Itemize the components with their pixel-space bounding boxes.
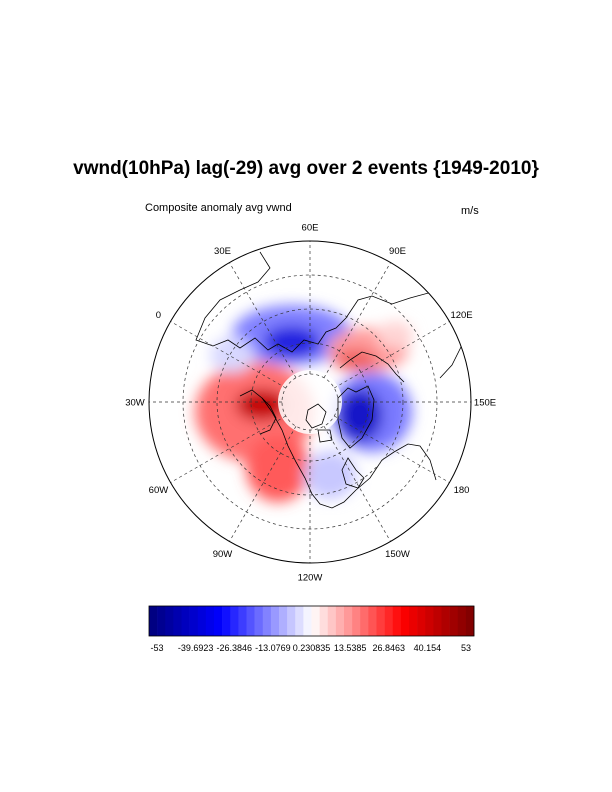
anomaly-blob-positive-bering-core — [236, 389, 288, 421]
colorbar-box — [344, 606, 353, 636]
colorbar-box — [197, 606, 207, 636]
longitude-label: 30W — [125, 398, 145, 409]
colorbar-box — [222, 606, 231, 636]
anomaly-blob-positive-pacific — [246, 434, 310, 502]
coastlines — [195, 251, 463, 509]
colorbar-box — [319, 606, 329, 636]
colorbar-box — [214, 606, 223, 636]
coastline-greenland — [337, 385, 375, 449]
colorbar-box — [392, 606, 402, 636]
meridian-line — [170, 415, 286, 483]
longitude-label: 150W — [385, 549, 410, 560]
meridian-line — [323, 262, 391, 378]
colorbar-box — [335, 606, 345, 636]
longitude-label: 0 — [156, 310, 161, 321]
graticule — [149, 241, 471, 563]
colorbar-box — [425, 606, 434, 636]
colorbar-frame — [148, 605, 475, 637]
colorbar-tick-label: 13.5385 — [334, 643, 367, 653]
colorbar-tick-label: -26.3846 — [216, 643, 252, 653]
colorbar-box — [262, 606, 272, 636]
colorbar-box — [205, 606, 215, 636]
colorbar-box — [157, 606, 166, 636]
colorbar-box — [352, 606, 361, 636]
colorbar-box — [400, 606, 410, 636]
colorbar-box — [384, 606, 394, 636]
colorbar-box — [173, 606, 182, 636]
colorbar-box — [149, 606, 158, 636]
meridian-line — [229, 426, 297, 542]
colorbar-box — [181, 606, 190, 636]
anomaly-blob-negative-canada — [304, 451, 356, 499]
colorbar-box — [409, 606, 418, 636]
colorbar-box — [327, 606, 337, 636]
colorbar-box — [246, 606, 255, 636]
colorbar-tick-label: 26.8463 — [372, 643, 405, 653]
anomaly-blob-positive-fringe — [377, 321, 413, 349]
colorbar-tick-label: 53 — [461, 643, 471, 653]
anomaly-blob-negative-siberia-core — [264, 326, 320, 358]
colorbar-box — [287, 606, 296, 636]
colorbar-box — [311, 606, 320, 636]
coastline-alaska — [239, 389, 277, 435]
longitude-label: 60E — [302, 223, 319, 234]
longitude-label: 90E — [389, 246, 406, 257]
meridian-line — [323, 426, 391, 542]
colorbar-box — [303, 606, 312, 636]
anomaly-field — [195, 305, 413, 502]
field-description: Composite anomaly avg vwnd — [145, 202, 292, 214]
colorbar-box — [433, 606, 442, 636]
anomaly-blob-positive-europe-core — [333, 349, 377, 371]
colorbar-box — [457, 606, 467, 636]
colorbar-box — [254, 606, 264, 636]
longitude-label: 60W — [149, 485, 169, 496]
longitude-label: 120E — [450, 310, 472, 321]
longitude-label: 180 — [454, 485, 470, 496]
colorbar-box — [441, 606, 450, 636]
colorbar-box — [465, 606, 475, 636]
colorbar-tick-label: -13.0769 — [255, 643, 291, 653]
colorbar-box — [417, 606, 426, 636]
coastline-north-america — [261, 397, 437, 509]
map-boundary — [148, 240, 472, 564]
colorbar-tick-label: 40.154 — [414, 643, 442, 653]
colorbar-box — [449, 606, 459, 636]
longitude-label: 120W — [298, 573, 323, 584]
colorbar-box — [189, 606, 199, 636]
meridian-line — [229, 262, 297, 378]
colorbar-tick-label: -39.6923 — [178, 643, 214, 653]
longitude-label: 150E — [474, 398, 496, 409]
coastline-arctic-islands — [305, 403, 333, 443]
colorbar-tick-label: 0.230835 — [293, 643, 331, 653]
map-title: vwnd(10hPa) lag(-29) avg over 2 events {… — [73, 158, 539, 179]
colorbar: -53 -39.6923 -26.3846 -13.0769 0.230835 13.53… — [148, 605, 475, 653]
colorbar-box — [279, 606, 288, 636]
colorbar-box — [165, 606, 174, 636]
colorbar-box — [238, 606, 247, 636]
colorbar-box — [270, 606, 280, 636]
meridian-line — [334, 415, 450, 483]
colorbar-box — [295, 606, 304, 636]
meridian-line — [334, 321, 450, 389]
coastline-europe — [339, 351, 405, 383]
longitude-label: 90W — [213, 549, 233, 560]
longitude-label: 30E — [214, 246, 231, 257]
units-label: m/s — [461, 205, 479, 217]
coastline-hudson — [341, 457, 365, 489]
latitude-circle-45n — [216, 308, 404, 496]
colorbar-box — [368, 606, 377, 636]
colorbar-box — [360, 606, 369, 636]
pole-region — [278, 370, 342, 434]
colorbar-box — [230, 606, 239, 636]
colorbar-tick-label: -53 — [150, 643, 163, 653]
meridian-line — [170, 321, 286, 389]
colorbar-box — [376, 606, 385, 636]
